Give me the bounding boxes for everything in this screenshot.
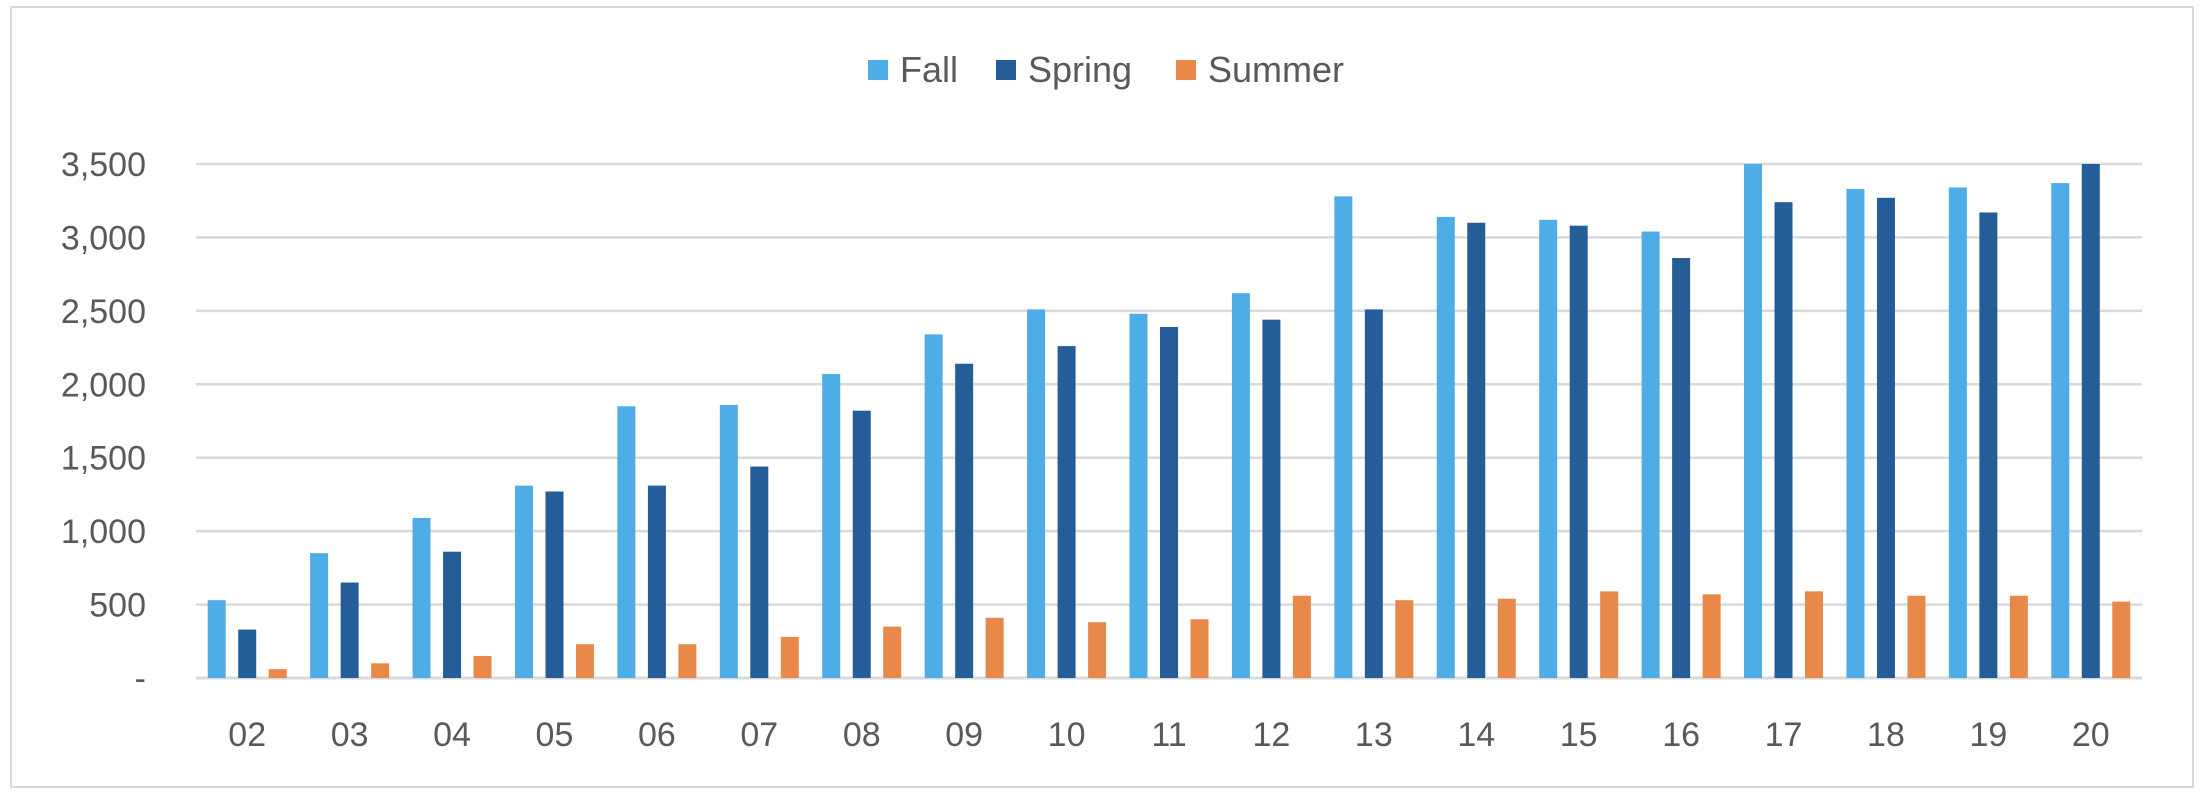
bar-spring-16	[1672, 257, 1691, 678]
bar-fall-20	[2051, 183, 2070, 678]
y-tick-label: 500	[89, 587, 146, 625]
x-tick-label: 19	[1969, 716, 2007, 754]
bar-summer-16	[1702, 594, 1721, 678]
bar-fall-07	[719, 404, 738, 678]
legend-swatch-fall	[868, 60, 888, 80]
legend-swatch-spring	[996, 60, 1016, 80]
x-axis: 02 03 04 05 06 07 08 09 10 11 12 13 14 15 16 17 18 19 20	[228, 716, 2109, 754]
bar-summer-08	[883, 626, 902, 678]
bar-spring-19	[1979, 212, 1998, 678]
bar-fall-19	[1948, 187, 1967, 679]
bar-spring-06	[647, 485, 666, 678]
bar-spring-18	[1876, 197, 1895, 678]
bar-summer-12	[1292, 595, 1311, 678]
y-axis: - 500 1,000 1,500 2,000 2,500 3,000 3,500	[61, 146, 146, 698]
bar-summer-17	[1805, 591, 1824, 678]
bar-fall-03	[310, 553, 329, 678]
bar-fall-10	[1027, 309, 1046, 678]
legend: Fall Spring Summer	[868, 49, 1344, 90]
bar-fall-04	[412, 517, 431, 678]
bar-summer-09	[985, 617, 1004, 678]
bar-spring-20	[2081, 164, 2100, 678]
bar-summer-05	[575, 644, 594, 678]
x-tick-label: 20	[2072, 716, 2110, 754]
x-tick-label: 15	[1560, 716, 1598, 754]
bar-spring-14	[1467, 222, 1486, 678]
bar-spring-11	[1160, 327, 1178, 678]
bar-spring-04	[443, 551, 462, 678]
bar-spring-05	[545, 491, 564, 678]
bar-fall-17	[1744, 164, 1763, 678]
bar-spring-09	[955, 363, 974, 678]
legend-swatch-summer	[1176, 60, 1196, 80]
bar-spring-10	[1057, 346, 1076, 678]
bars	[207, 164, 2131, 679]
bar-fall-18	[1846, 188, 1865, 679]
x-tick-label: 02	[228, 716, 266, 754]
y-tick-label: 1,000	[61, 513, 146, 551]
bar-summer-11	[1190, 619, 1209, 678]
bar-summer-18	[1907, 595, 1926, 678]
x-tick-label: 18	[1867, 716, 1905, 754]
x-tick-label: 06	[638, 716, 676, 754]
x-tick-label: 16	[1662, 716, 1700, 754]
x-tick-label: 05	[536, 716, 574, 754]
legend-label-fall: Fall	[900, 49, 958, 90]
x-tick-label: 14	[1457, 716, 1495, 754]
x-tick-label: 17	[1765, 716, 1803, 754]
bar-fall-11	[1129, 313, 1148, 678]
x-tick-label: 08	[843, 716, 881, 754]
bar-summer-04	[473, 655, 492, 678]
bar-summer-13	[1395, 600, 1414, 678]
bar-summer-07	[780, 636, 799, 678]
x-tick-label: 13	[1355, 716, 1393, 754]
bar-spring-15	[1569, 225, 1588, 678]
y-tick-label: 2,000	[61, 366, 146, 404]
x-tick-label: 07	[740, 716, 778, 754]
bar-summer-02	[268, 669, 287, 678]
bar-summer-14	[1497, 598, 1516, 678]
bar-fall-13	[1334, 196, 1353, 678]
bar-spring-02	[238, 629, 257, 678]
y-tick-label: -	[135, 660, 146, 698]
bar-fall-12	[1231, 293, 1250, 678]
bar-fall-08	[822, 374, 841, 678]
y-tick-label: 2,500	[61, 293, 146, 331]
bar-spring-12	[1262, 319, 1281, 678]
bar-summer-19	[2009, 595, 2028, 678]
y-tick-label: 1,500	[61, 440, 146, 478]
bar-fall-06	[617, 406, 636, 678]
bar-spring-07	[750, 466, 769, 678]
bar-spring-08	[852, 410, 871, 678]
bar-fall-09	[924, 334, 943, 678]
x-tick-label: 11	[1151, 716, 1186, 754]
bar-summer-20	[2112, 601, 2131, 678]
y-tick-label: 3,000	[61, 219, 146, 257]
bar-fall-02	[207, 600, 226, 678]
x-tick-label: 04	[433, 716, 471, 754]
bar-summer-10	[1088, 622, 1107, 678]
bar-fall-15	[1539, 219, 1558, 678]
bar-spring-03	[340, 582, 359, 678]
bar-fall-05	[514, 485, 533, 678]
bar-fall-16	[1641, 231, 1660, 678]
x-tick-label: 12	[1253, 716, 1291, 754]
bar-fall-14	[1436, 216, 1455, 678]
x-tick-label: 10	[1048, 716, 1086, 754]
bar-spring-13	[1364, 309, 1383, 678]
legend-label-summer: Summer	[1208, 49, 1344, 90]
bar-summer-15	[1600, 591, 1619, 678]
bar-summer-03	[371, 663, 390, 678]
bar-spring-17	[1774, 202, 1793, 678]
y-tick-label: 3,500	[61, 146, 146, 184]
bar-summer-06	[678, 644, 697, 678]
legend-label-spring: Spring	[1028, 49, 1132, 90]
x-tick-label: 09	[945, 716, 983, 754]
x-tick-label: 03	[331, 716, 369, 754]
